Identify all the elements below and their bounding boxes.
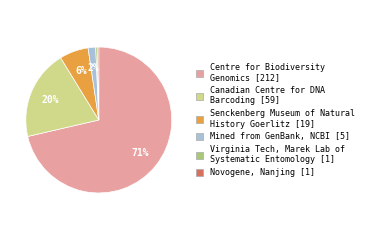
Text: 6%: 6% <box>75 66 87 76</box>
Legend: Centre for Biodiversity
Genomics [212], Canadian Centre for DNA
Barcoding [59], : Centre for Biodiversity Genomics [212], … <box>194 61 357 179</box>
Wedge shape <box>97 47 99 120</box>
Wedge shape <box>61 48 99 120</box>
Wedge shape <box>96 47 99 120</box>
Wedge shape <box>28 47 172 193</box>
Wedge shape <box>26 58 99 137</box>
Text: 20%: 20% <box>41 95 59 105</box>
Wedge shape <box>88 47 99 120</box>
Text: 2%: 2% <box>88 63 100 73</box>
Text: 71%: 71% <box>131 148 149 158</box>
